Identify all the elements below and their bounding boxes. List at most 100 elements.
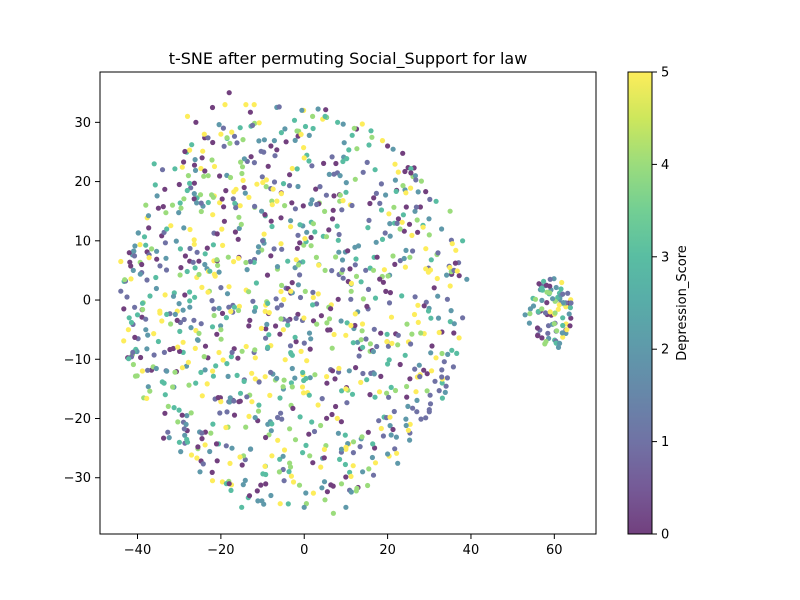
scatter-point	[365, 225, 371, 231]
scatter-point	[344, 320, 350, 326]
scatter-point	[387, 221, 393, 227]
scatter-point	[216, 305, 222, 311]
scatter-point	[145, 213, 152, 219]
scatter-point	[444, 272, 450, 278]
scatter-point	[343, 474, 349, 480]
scatter-point	[352, 176, 358, 182]
scatter-point	[426, 216, 432, 222]
scatter-point	[178, 205, 184, 211]
scatter-point	[397, 361, 403, 368]
scatter-point	[299, 384, 306, 390]
scatter-point	[435, 293, 441, 299]
scatter-point	[359, 434, 365, 440]
scatter-point	[209, 469, 215, 475]
scatter-point	[426, 232, 432, 238]
scatter-point	[456, 335, 462, 341]
scatter-point	[535, 333, 541, 339]
scatter-point	[403, 204, 409, 210]
scatter-point	[256, 379, 262, 385]
scatter-point	[177, 328, 183, 334]
scatter-point	[239, 164, 246, 170]
scatter-point	[255, 244, 262, 250]
scatter-point	[310, 289, 316, 295]
scatter-point	[243, 343, 249, 350]
scatter-point	[187, 245, 193, 252]
scatter-point	[184, 113, 191, 119]
scatter-point	[335, 119, 341, 125]
scatter-point	[277, 395, 283, 401]
scatter-point	[447, 264, 453, 271]
x-tick-label: 0	[300, 543, 308, 558]
scatter-point	[187, 226, 193, 233]
scatter-point	[141, 234, 148, 240]
scatter-point	[217, 200, 223, 206]
scatter-point	[432, 378, 438, 384]
scatter-point	[274, 375, 280, 381]
scatter-point	[164, 226, 170, 232]
scatter-point	[229, 445, 235, 451]
scatter-point	[161, 349, 167, 355]
scatter-point	[385, 273, 391, 279]
scatter-point	[192, 294, 198, 300]
scatter-point	[225, 373, 231, 379]
scatter-point	[400, 212, 406, 218]
scatter-point	[306, 158, 312, 164]
scatter-point	[564, 327, 570, 333]
scatter-point	[557, 340, 563, 346]
scatter-point	[567, 305, 574, 311]
scatter-point	[376, 389, 383, 395]
scatter-point	[386, 300, 393, 306]
scatter-point	[234, 140, 240, 146]
scatter-point	[310, 318, 317, 324]
scatter-point	[343, 444, 349, 450]
scatter-point	[252, 355, 258, 361]
scatter-point	[235, 255, 242, 261]
scatter-point	[277, 331, 283, 337]
scatter-point	[268, 218, 274, 224]
scatter-point	[202, 442, 208, 448]
scatter-point	[236, 303, 242, 309]
scatter-point	[311, 428, 318, 435]
scatter-point	[171, 405, 177, 411]
scatter-point	[227, 140, 233, 146]
scatter-point	[539, 285, 545, 291]
scatter-point	[147, 388, 153, 394]
scatter-point	[324, 415, 330, 421]
scatter-point	[359, 328, 365, 334]
scatter-point	[232, 200, 238, 206]
scatter-point	[308, 234, 314, 241]
scatter-point	[139, 368, 145, 374]
scatter-point	[387, 423, 393, 429]
scatter-point	[263, 481, 269, 487]
scatter-point	[182, 432, 188, 438]
scatter-point	[436, 329, 442, 336]
scatter-point	[318, 422, 324, 429]
scatter-point	[238, 159, 244, 165]
scatter-point	[413, 389, 419, 395]
scatter-point	[242, 190, 248, 196]
scatter-point	[199, 284, 205, 290]
scatter-point	[286, 469, 292, 475]
scatter-point	[423, 415, 429, 421]
scatter-point	[139, 300, 146, 306]
scatter-point	[295, 282, 301, 288]
scatter-point	[314, 201, 320, 208]
y-tick-label: 0	[83, 294, 91, 309]
scatter-point	[125, 327, 131, 333]
scatter-point	[179, 164, 185, 170]
scatter-point	[421, 303, 427, 309]
scatter-point	[322, 113, 328, 119]
scatter-point	[392, 161, 398, 167]
scatter-point	[392, 446, 398, 452]
scatter-point	[126, 315, 132, 321]
scatter-point	[560, 315, 566, 321]
scatter-point	[261, 231, 267, 237]
scatter-point	[340, 275, 346, 281]
scatter-point	[527, 311, 533, 317]
scatter-point	[204, 381, 210, 387]
scatter-point	[271, 179, 278, 185]
scatter-point	[262, 212, 268, 218]
scatter-point	[281, 478, 287, 484]
scatter-point	[198, 321, 204, 327]
